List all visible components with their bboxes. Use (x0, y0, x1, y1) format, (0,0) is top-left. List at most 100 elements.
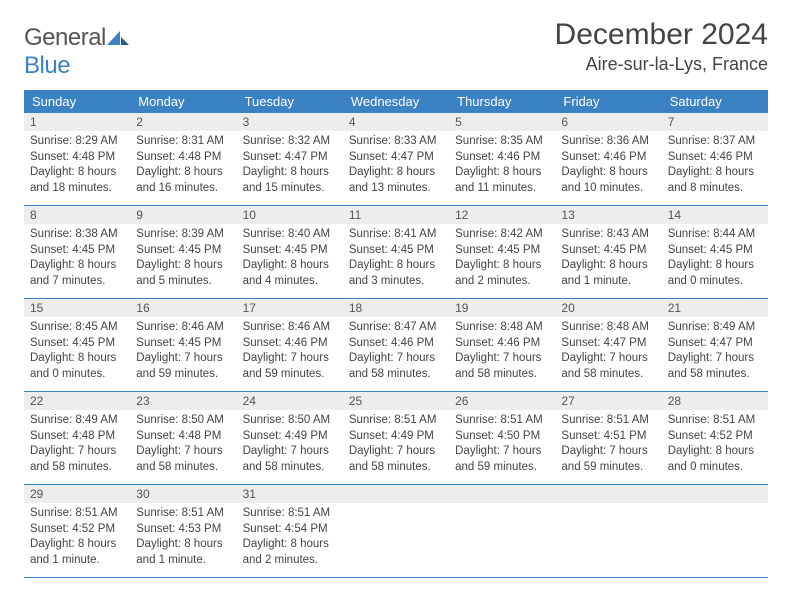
day-number: 5 (449, 113, 555, 131)
daylight-label: Daylight: 8 hours and 4 minutes. (243, 259, 329, 287)
sunset-label: Sunset: 4:53 PM (136, 523, 221, 535)
sunset-label: Sunset: 4:45 PM (30, 337, 115, 349)
day-number: 27 (555, 392, 661, 410)
daylight-label: Daylight: 8 hours and 2 minutes. (243, 538, 329, 566)
day-number: 8 (24, 206, 130, 224)
sunrise-label: Sunrise: 8:41 AM (349, 228, 437, 240)
sunset-label: Sunset: 4:45 PM (30, 244, 115, 256)
day-number (449, 485, 555, 503)
day-cell: Sunrise: 8:32 AMSunset: 4:47 PMDaylight:… (237, 131, 343, 205)
day-number (343, 485, 449, 503)
day-number: 6 (555, 113, 661, 131)
day-number (555, 485, 661, 503)
sunset-label: Sunset: 4:47 PM (561, 337, 646, 349)
sunrise-label: Sunrise: 8:40 AM (243, 228, 331, 240)
sunset-label: Sunset: 4:48 PM (136, 151, 221, 163)
day-number: 24 (237, 392, 343, 410)
sunrise-label: Sunrise: 8:39 AM (136, 228, 224, 240)
daycontent-row: Sunrise: 8:51 AMSunset: 4:52 PMDaylight:… (24, 503, 768, 578)
sunrise-label: Sunrise: 8:44 AM (668, 228, 756, 240)
calendar-table: SundayMondayTuesdayWednesdayThursdayFrid… (24, 90, 768, 578)
sunset-label: Sunset: 4:45 PM (455, 244, 540, 256)
daylight-label: Daylight: 8 hours and 11 minutes. (455, 166, 541, 194)
day-cell: Sunrise: 8:51 AMSunset: 4:49 PMDaylight:… (343, 410, 449, 484)
location-label: Aire-sur-la-Lys, France (555, 54, 768, 75)
daylight-label: Daylight: 8 hours and 0 minutes. (668, 259, 754, 287)
daylight-label: Daylight: 8 hours and 5 minutes. (136, 259, 222, 287)
day-number: 15 (24, 299, 130, 317)
sunrise-label: Sunrise: 8:51 AM (561, 414, 649, 426)
day-cell: Sunrise: 8:51 AMSunset: 4:52 PMDaylight:… (662, 410, 768, 484)
day-cell: Sunrise: 8:31 AMSunset: 4:48 PMDaylight:… (130, 131, 236, 205)
sunrise-label: Sunrise: 8:50 AM (243, 414, 331, 426)
sunset-label: Sunset: 4:47 PM (668, 337, 753, 349)
day-cell: Sunrise: 8:49 AMSunset: 4:48 PMDaylight:… (24, 410, 130, 484)
daylight-label: Daylight: 8 hours and 18 minutes. (30, 166, 116, 194)
daylight-label: Daylight: 7 hours and 59 minutes. (455, 445, 541, 473)
daylight-label: Daylight: 8 hours and 8 minutes. (668, 166, 754, 194)
day-cell: Sunrise: 8:48 AM Sunset: 4:46 PM Daylight:… (449, 317, 555, 391)
day-cell: Sunrise: 8:46 AMSunset: 4:46 PMDaylight:… (237, 317, 343, 391)
day-number: 9 (130, 206, 236, 224)
day-cell: Sunrise: 8:51 AMSunset: 4:54 PMDaylight:… (237, 503, 343, 577)
daylight-label: Daylight: 8 hours and 0 minutes. (30, 352, 116, 380)
sunrise-label: Sunrise: 8:51 AM (136, 507, 224, 519)
daylight-label: Daylight: 8 hours and 15 minutes. (243, 166, 329, 194)
sunrise-label: Sunrise: 8:48 AM (455, 321, 543, 333)
day-number: 1 (24, 113, 130, 131)
sunrise-label: Sunrise: 8:29 AM (30, 135, 118, 147)
daylight-label: Daylight: 7 hours and 58 minutes. (349, 352, 435, 380)
day-number: 14 (662, 206, 768, 224)
day-number: 16 (130, 299, 236, 317)
sunset-label: Sunset: 4:49 PM (243, 430, 328, 442)
day-cell: Sunrise: 8:43 AMSunset: 4:45 PMDaylight:… (555, 224, 661, 298)
daylight-label: Daylight: 7 hours and 58 minutes. (455, 352, 541, 380)
daynum-row: 15161718192021 (24, 299, 768, 318)
sunrise-label: Sunrise: 8:38 AM (30, 228, 118, 240)
day-cell: Sunrise: 8:51 AMSunset: 4:52 PMDaylight:… (24, 503, 130, 577)
day-cell: Sunrise: 8:45 AMSunset: 4:45 PMDaylight:… (24, 317, 130, 391)
daylight-label: Daylight: 7 hours and 58 minutes. (243, 445, 329, 473)
weekday-header: Saturday (662, 90, 768, 113)
sunset-label: Sunset: 4:48 PM (30, 430, 115, 442)
daynum-row: 1234567 (24, 113, 768, 131)
daynum-row: 22232425262728 (24, 392, 768, 411)
day-cell: Sunrise: 8:39 AMSunset: 4:45 PMDaylight:… (130, 224, 236, 298)
sunrise-label: Sunrise: 8:33 AM (349, 135, 437, 147)
sunset-label: Sunset: 4:54 PM (243, 523, 328, 535)
day-cell (555, 503, 661, 577)
sunset-label: Sunset: 4:46 PM (561, 151, 646, 163)
day-number: 21 (662, 299, 768, 317)
day-number: 2 (130, 113, 236, 131)
day-number: 3 (237, 113, 343, 131)
sunset-label: Sunset: 4:47 PM (349, 151, 434, 163)
day-number: 11 (343, 206, 449, 224)
day-number: 17 (237, 299, 343, 317)
day-cell: Sunrise: 8:41 AMSunset: 4:45 PMDaylight:… (343, 224, 449, 298)
sail-icon (107, 28, 129, 46)
daycontent-row: Sunrise: 8:29 AM Sunset: 4:48 PM Daylight:… (24, 131, 768, 206)
sunrise-label: Sunrise: 8:35 AM (455, 135, 543, 147)
sunset-label: Sunset: 4:46 PM (668, 151, 753, 163)
day-cell (662, 503, 768, 577)
sunrise-label: Sunrise: 8:47 AM (349, 321, 437, 333)
sunset-label: Sunset: 4:46 PM (455, 337, 540, 349)
weekday-header: Wednesday (343, 90, 449, 113)
day-number: 28 (662, 392, 768, 410)
day-number: 7 (662, 113, 768, 131)
sunset-label: Sunset: 4:45 PM (668, 244, 753, 256)
sunset-label: Sunset: 4:50 PM (455, 430, 540, 442)
day-cell: Sunrise: 8:47 AMSunset: 4:46 PMDaylight:… (343, 317, 449, 391)
day-number (662, 485, 768, 503)
day-cell: Sunrise: 8:46 AMSunset: 4:45 PMDaylight:… (130, 317, 236, 391)
sunset-label: Sunset: 4:45 PM (243, 244, 328, 256)
brand-name: GeneralBlue (24, 24, 129, 80)
sunrise-label: Sunrise: 8:49 AM (668, 321, 756, 333)
sunrise-label: Sunrise: 8:32 AM (243, 135, 331, 147)
daylight-label: Daylight: 7 hours and 59 minutes. (136, 352, 222, 380)
day-cell: Sunrise: 8:38 AMSunset: 4:45 PMDaylight:… (24, 224, 130, 298)
day-cell: Sunrise: 8:40 AM Sunset: 4:45 PM Daylight:… (237, 224, 343, 298)
day-number: 30 (130, 485, 236, 503)
daylight-label: Daylight: 8 hours and 3 minutes. (349, 259, 435, 287)
sunrise-label: Sunrise: 8:46 AM (243, 321, 331, 333)
